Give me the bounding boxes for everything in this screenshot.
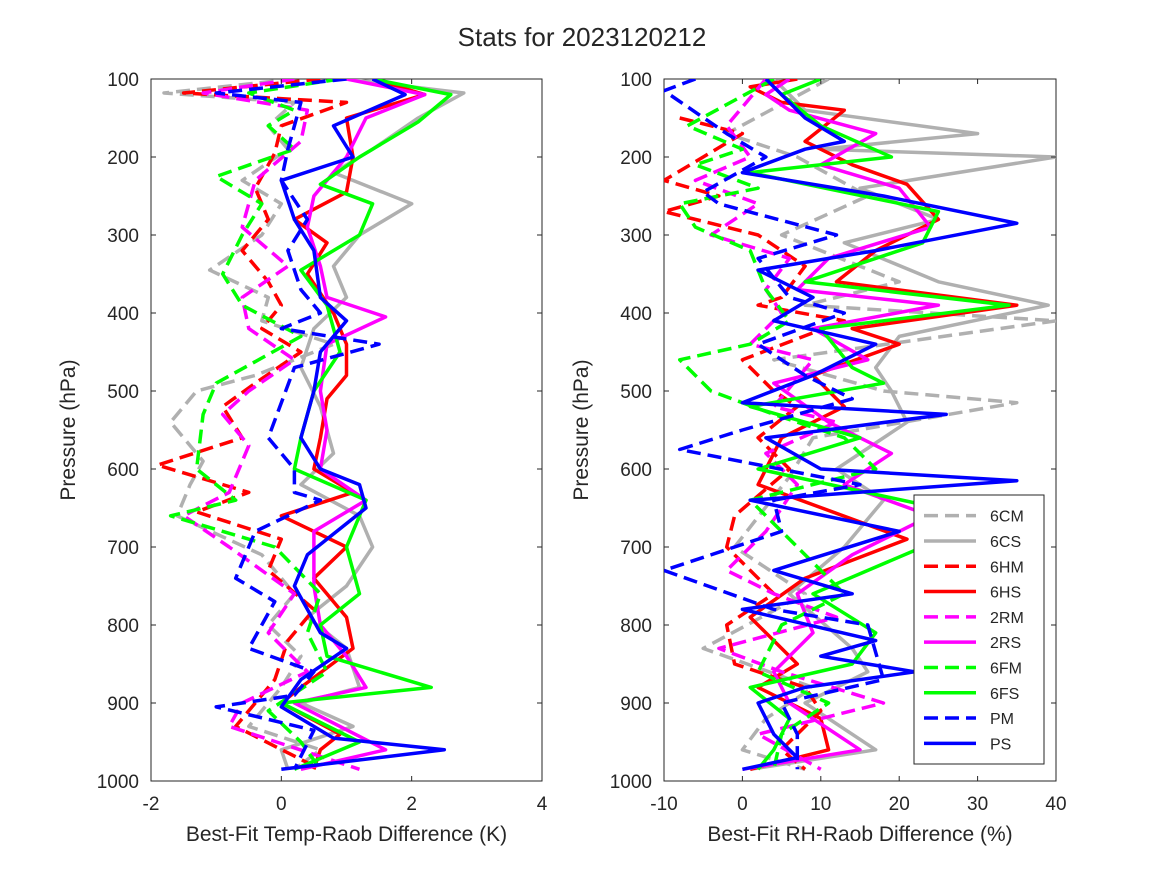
y-tick-label: 300 bbox=[107, 226, 139, 247]
x-tick-label: -10 bbox=[650, 794, 677, 815]
y-tick-label: 600 bbox=[620, 460, 652, 481]
y-tick-label: 1000 bbox=[610, 772, 652, 793]
legend-item: 6CS bbox=[924, 534, 1021, 551]
legend-item: 6FM bbox=[924, 660, 1022, 677]
legend-item: 6HS bbox=[924, 585, 1021, 602]
legend-box bbox=[913, 494, 1045, 765]
x-axis-label-rh: Best-Fit RH-Raob Difference (%) bbox=[707, 823, 1012, 846]
y-tick-label: 900 bbox=[620, 694, 652, 715]
legend: 6CM 6CS 6HM 6HS 2RM 2RS 6FM 6FS PM PS bbox=[913, 494, 1045, 765]
legend-item: 2RS bbox=[924, 635, 1021, 652]
axes-frame-rh bbox=[663, 78, 1057, 782]
x-tick-label: 2 bbox=[406, 794, 417, 815]
y-tick-label: 1000 bbox=[97, 772, 139, 793]
y-tick-label: 100 bbox=[620, 70, 652, 91]
x-ticks-temp: -2 0 2 4 bbox=[143, 79, 548, 815]
x-tick-label: 4 bbox=[537, 794, 548, 815]
legend-item: PM bbox=[924, 711, 1014, 728]
y-tick-label: 200 bbox=[620, 148, 652, 169]
y-tick-label: 200 bbox=[107, 148, 139, 169]
panel-rh: -10 0 10 20 30 401002003004005006007008009001… bbox=[570, 70, 1067, 846]
y-tick-label: 700 bbox=[107, 538, 139, 559]
panel-temp: -2 0 2 4 100 200 300 400 500 600 700 800 900 1000 Best… bbox=[57, 70, 548, 846]
y-ticks-temp: 100 200 300 400 500 600 700 800 900 1000 bbox=[97, 70, 542, 793]
series-line-rh-6fs bbox=[748, 79, 1011, 771]
y-axis-label-rh: Pressure (hPa) bbox=[570, 359, 593, 500]
panels: -2 0 2 41002003004005006007008009001000Best… bbox=[57, 70, 1067, 846]
series-line-rh-pm bbox=[664, 79, 886, 770]
legend-label: PM bbox=[990, 711, 1014, 728]
legend-label: 6CS bbox=[990, 534, 1021, 551]
series-line-rh-6fm bbox=[677, 79, 878, 770]
series-group-rh bbox=[664, 79, 1056, 772]
y-tick-label: 800 bbox=[107, 616, 139, 637]
y-ticks-rh: 100 200 300 400 500 600 700 800 900 1000 bbox=[610, 70, 1056, 793]
x-tick-label: 0 bbox=[276, 794, 287, 815]
y-tick-label: 500 bbox=[107, 382, 139, 403]
x-axis-label-temp: Best-Fit Temp-Raob Difference (K) bbox=[186, 823, 507, 846]
y-tick-label: 700 bbox=[620, 538, 652, 559]
legend-label: 6CM bbox=[990, 509, 1024, 526]
legend-label: 2RS bbox=[990, 635, 1021, 652]
legend-item: 2RM bbox=[924, 610, 1024, 627]
legend-item: 6FS bbox=[924, 686, 1019, 703]
y-axis-label-temp: Pressure (hPa) bbox=[57, 359, 80, 500]
series-line-rh-2rm bbox=[693, 79, 886, 771]
y-tick-label: 900 bbox=[107, 694, 139, 715]
series-line-temp-6fm bbox=[168, 79, 341, 771]
figure-title: Stats for 2023120212 bbox=[458, 22, 707, 52]
series-line-rh-6cm bbox=[701, 79, 1056, 771]
x-tick-label: 0 bbox=[737, 794, 748, 815]
y-tick-label: 800 bbox=[620, 616, 652, 637]
series-line-temp-ps bbox=[279, 79, 447, 772]
x-tick-label: 30 bbox=[967, 794, 988, 815]
legend-label: 6HM bbox=[990, 559, 1024, 576]
y-tick-label: 400 bbox=[107, 304, 139, 325]
legend-item: 6HM bbox=[924, 559, 1024, 576]
x-tick-label: 10 bbox=[810, 794, 831, 815]
y-tick-label: 500 bbox=[620, 382, 652, 403]
series-line-temp-2rm bbox=[181, 79, 361, 771]
legend-item: PS bbox=[924, 736, 1011, 753]
x-tick-label: 20 bbox=[889, 794, 910, 815]
x-tick-label: -2 bbox=[143, 794, 160, 815]
legend-label: 6FM bbox=[990, 660, 1022, 677]
x-tick-label: 40 bbox=[1045, 794, 1066, 815]
legend-label: 2RM bbox=[990, 610, 1024, 627]
series-line-rh-6hs bbox=[748, 79, 1019, 771]
legend-label: PS bbox=[990, 736, 1011, 753]
y-tick-label: 600 bbox=[107, 460, 139, 481]
y-tick-label: 400 bbox=[620, 304, 652, 325]
y-tick-label: 300 bbox=[620, 226, 652, 247]
series-group-temp bbox=[155, 79, 466, 772]
y-tick-label: 100 bbox=[107, 70, 139, 91]
legend-label: 6FS bbox=[990, 686, 1019, 703]
x-ticks-rh: -10 0 10 20 30 40 bbox=[650, 79, 1067, 815]
series-line-rh-ps bbox=[740, 79, 1019, 772]
legend-label: 6HS bbox=[990, 585, 1021, 602]
legend-item: 6CM bbox=[924, 509, 1024, 526]
series-line-rh-6hm bbox=[664, 116, 847, 771]
